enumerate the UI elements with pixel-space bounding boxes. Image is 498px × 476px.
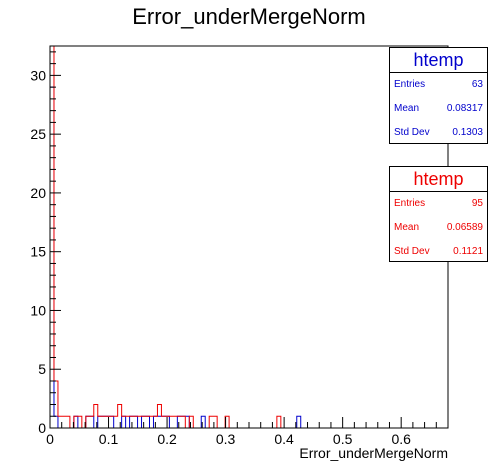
x-tick-label: 0 xyxy=(46,431,54,447)
stats-label: Mean xyxy=(394,222,420,233)
stats-row-entries: Entries 63 xyxy=(390,73,487,97)
x-tick-label: 0.2 xyxy=(157,431,177,447)
stats-value: 0.1121 xyxy=(453,246,483,257)
stats-label: Std Dev xyxy=(394,127,430,138)
x-tick-label: 0.6 xyxy=(391,431,411,447)
stats-label: Entries xyxy=(394,79,426,90)
x-axis-label: Error_underMergeNorm xyxy=(299,445,448,461)
y-tick-label: 20 xyxy=(30,185,46,201)
x-tick-label: 0.4 xyxy=(274,431,294,447)
stats-box-name: htemp xyxy=(390,167,487,192)
stats-box-name: htemp xyxy=(390,48,487,73)
x-tick-label: 0.3 xyxy=(216,431,236,447)
y-tick-label: 25 xyxy=(30,126,46,142)
stats-box-red: htemp Entries 95 Mean 0.06589 Std Dev 0.… xyxy=(389,166,488,262)
chart-title: Error_underMergeNorm xyxy=(132,4,366,29)
y-tick-label: 0 xyxy=(38,420,46,436)
y-tick-label: 30 xyxy=(30,67,46,83)
stats-row-mean: Mean 0.08317 xyxy=(390,97,487,121)
stats-value: 0.1303 xyxy=(452,127,483,138)
stats-label: Entries xyxy=(394,198,426,209)
stats-value: 0.08317 xyxy=(446,103,483,114)
y-tick-label: 15 xyxy=(30,244,46,260)
stats-row-std: Std Dev 0.1121 xyxy=(390,240,487,264)
x-tick-label: 0.1 xyxy=(99,431,119,447)
stats-value: 63 xyxy=(471,79,483,90)
stats-box-blue: htemp Entries 63 Mean 0.08317 Std Dev 0.… xyxy=(389,47,488,144)
y-tick-label: 5 xyxy=(38,361,46,377)
y-tick-label: 10 xyxy=(30,302,46,318)
stats-row-entries: Entries 95 xyxy=(390,192,487,216)
x-tick-label: 0.5 xyxy=(333,431,353,447)
stats-value: 0.06589 xyxy=(446,222,483,233)
stats-row-mean: Mean 0.06589 xyxy=(390,216,487,240)
stats-row-std: Std Dev 0.1303 xyxy=(390,121,487,145)
histogram-series-2 xyxy=(50,46,448,428)
stats-value: 95 xyxy=(471,198,483,209)
stats-label: Std Dev xyxy=(394,246,430,257)
stats-label: Mean xyxy=(394,103,420,114)
